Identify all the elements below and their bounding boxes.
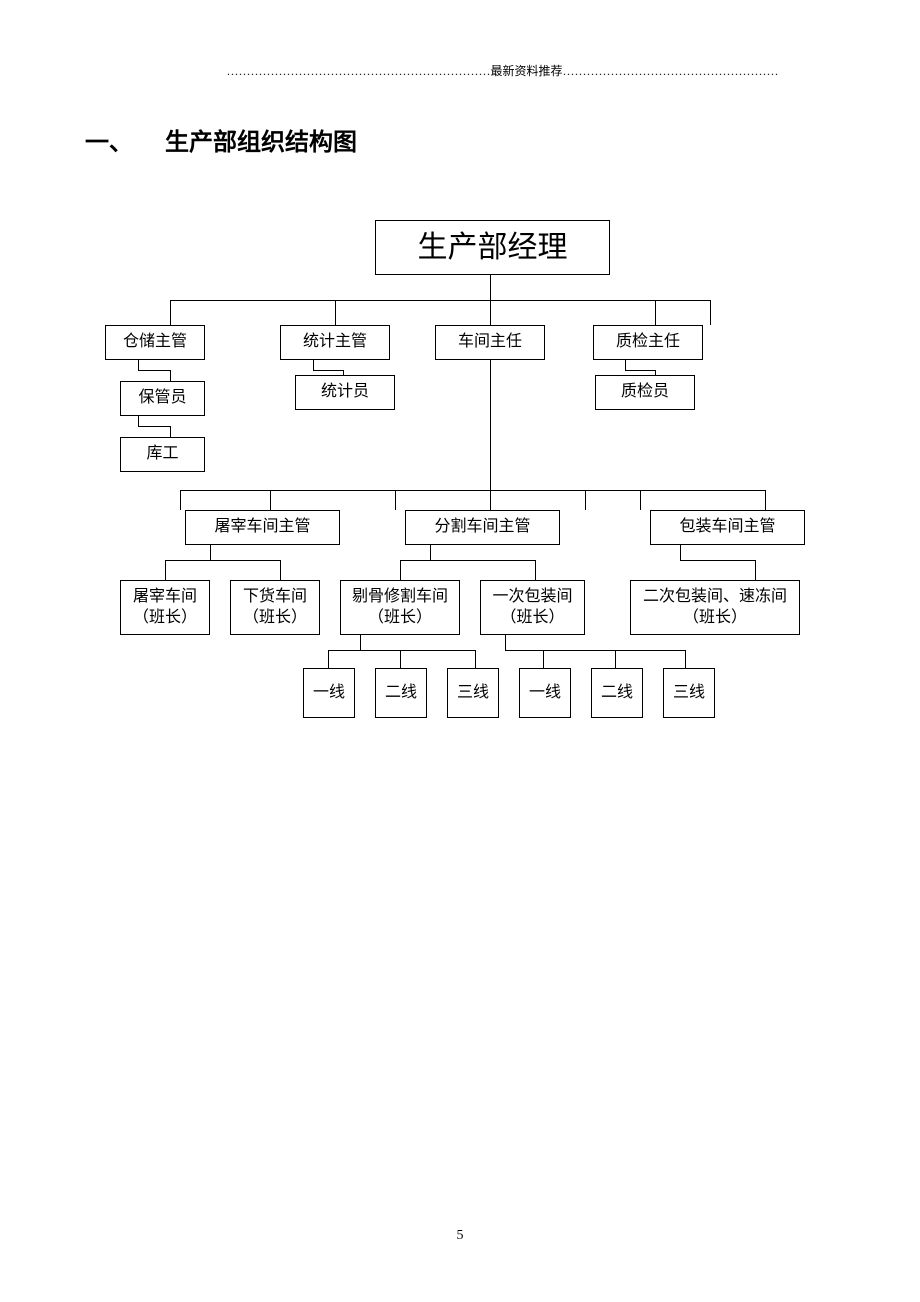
connector (430, 545, 431, 560)
node-line-3b: 三线 (663, 668, 715, 718)
connector (655, 300, 656, 325)
connector (328, 650, 329, 668)
connector (490, 360, 491, 490)
connector (505, 650, 685, 651)
connector (490, 490, 491, 510)
connector (400, 560, 535, 561)
connector (170, 300, 171, 325)
page-number: 5 (0, 1228, 920, 1244)
node-statistician: 统计员 (295, 375, 395, 410)
connector (543, 650, 544, 668)
node-inspector: 质检员 (595, 375, 695, 410)
connector (400, 560, 401, 580)
node-slaughter-ws: 屠宰车间（班长） (120, 580, 210, 635)
connector (585, 490, 586, 510)
node-line-2a: 二线 (375, 668, 427, 718)
node-line-3a: 三线 (447, 668, 499, 718)
connector (765, 490, 766, 510)
connector (180, 490, 181, 510)
node-cutting-mgr: 分割车间主管 (405, 510, 560, 545)
connector (395, 490, 396, 510)
connector (625, 370, 655, 371)
connector (755, 560, 756, 580)
node-line-2b: 二线 (591, 668, 643, 718)
section-number: 一、 (85, 122, 133, 157)
connector (210, 545, 211, 560)
node-stats-mgr: 统计主管 (280, 325, 390, 360)
node-warehouse-mgr: 仓储主管 (105, 325, 205, 360)
connector (170, 426, 171, 437)
connector (280, 560, 281, 580)
connector (170, 300, 710, 301)
connector (313, 360, 314, 370)
connector (680, 560, 755, 561)
connector (138, 416, 139, 426)
node-pack1-ws: 一次包装间（班长） (480, 580, 585, 635)
node-deboning-ws: 剔骨修割车间（班长） (340, 580, 460, 635)
connector (490, 300, 491, 325)
connector (335, 300, 336, 325)
connector (360, 635, 361, 650)
section-title: 生产部组织结构图 (165, 122, 357, 157)
header-watermark: …………………………………………………………最新资料推荐………………………………… (180, 62, 825, 79)
node-stockworker: 库工 (120, 437, 205, 472)
node-line-1b: 一线 (519, 668, 571, 718)
node-pack2-ws: 二次包装间、速冻间（班长） (630, 580, 800, 635)
connector (138, 360, 139, 370)
connector (138, 370, 170, 371)
connector (475, 650, 476, 668)
connector (328, 650, 475, 651)
connector (270, 490, 271, 510)
connector (138, 426, 170, 427)
node-keeper: 保管员 (120, 381, 205, 416)
connector (535, 560, 536, 580)
connector (313, 370, 343, 371)
connector (180, 490, 765, 491)
connector (165, 560, 280, 561)
connector (170, 370, 171, 381)
connector (615, 650, 616, 668)
connector (505, 635, 506, 650)
connector (710, 300, 711, 325)
connector (685, 650, 686, 668)
connector (165, 560, 166, 580)
connector (400, 650, 401, 668)
connector (490, 275, 491, 300)
node-qc-dir: 质检主任 (593, 325, 703, 360)
connector (680, 545, 681, 560)
node-packaging-mgr: 包装车间主管 (650, 510, 805, 545)
node-root: 生产部经理 (375, 220, 610, 275)
node-unload-ws: 下货车间（班长） (230, 580, 320, 635)
connector (625, 360, 626, 370)
node-slaughter-mgr: 屠宰车间主管 (185, 510, 340, 545)
connector (640, 490, 641, 510)
node-line-1a: 一线 (303, 668, 355, 718)
node-workshop-dir: 车间主任 (435, 325, 545, 360)
org-chart: 生产部经理 仓储主管 统计主管 车间主任 质检主任 保管员 库工 统计员 质检员… (85, 200, 835, 760)
